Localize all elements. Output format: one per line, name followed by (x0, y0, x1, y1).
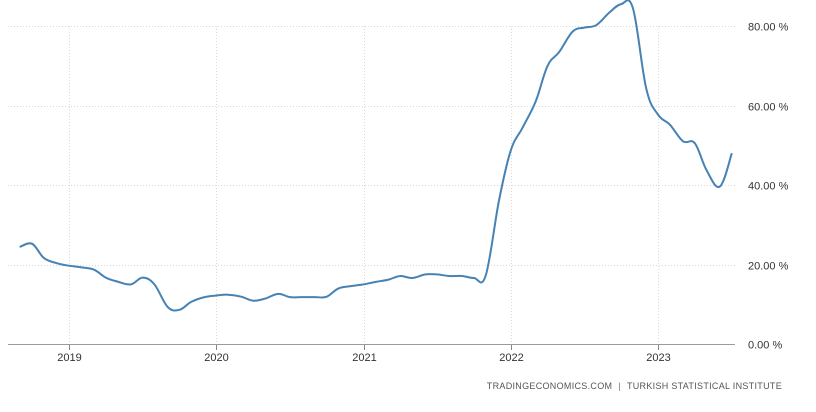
x-tick-label: 2020 (204, 352, 228, 364)
x-tick-label: 2019 (57, 352, 81, 364)
x-tick-label: 2023 (646, 352, 670, 364)
source-turkstat: TURKISH STATISTICAL INSTITUTE (626, 381, 782, 391)
source-footer: TRADINGECONOMICS.COM | TURKISH STATISTICAL… (487, 381, 782, 391)
x-tick-label: 2021 (352, 352, 376, 364)
x-axis: 2019 2020 2021 2022 2023 (8, 344, 735, 364)
y-tick-label: 20.00 % (748, 261, 789, 273)
series-layer (19, 0, 733, 312)
y-tick-label: 40.00 % (748, 181, 789, 193)
y-axis: 0.00 % 20.00 % 40.00 % 60.00 % 80.00 % (748, 22, 789, 352)
source-separator: | (618, 381, 621, 391)
y-tick-label: 80.00 % (748, 22, 789, 34)
x-tick-label: 2022 (499, 352, 523, 364)
gridlines (8, 26, 735, 345)
series-line (19, 0, 733, 312)
y-tick-label: 60.00 % (748, 102, 789, 114)
source-tradingeconomics: TRADINGECONOMICS.COM (486, 381, 613, 391)
y-tick-label: 0.00 % (748, 340, 782, 352)
